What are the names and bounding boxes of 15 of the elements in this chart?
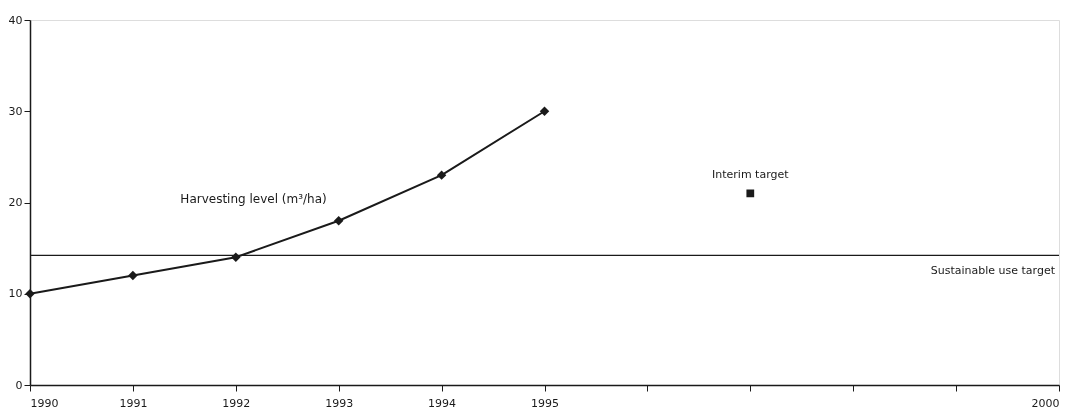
x-tick-label: 1995 <box>531 396 559 410</box>
y-tick-label: 30 <box>8 104 23 118</box>
x-tick-label: 1991 <box>119 396 148 410</box>
x-tick-label: 2000 <box>1031 396 1060 410</box>
x-tick-label: 1992 <box>222 396 251 410</box>
x-tick-label: 1990 <box>30 396 59 410</box>
series-label: Interim target <box>712 168 790 182</box>
y-tick-label: 10 <box>8 287 23 301</box>
y-tick-label: 20 <box>8 196 23 209</box>
y-tick-label: 0 <box>15 378 23 392</box>
x-tick-label: 1994 <box>428 396 457 410</box>
y-tick-label: 40 <box>8 13 23 27</box>
ref-line-label: Sustainable use target <box>930 264 1056 278</box>
x-tick-label: 1993 <box>325 396 354 410</box>
series-label: Harvesting level (m³/ha) <box>180 191 327 206</box>
